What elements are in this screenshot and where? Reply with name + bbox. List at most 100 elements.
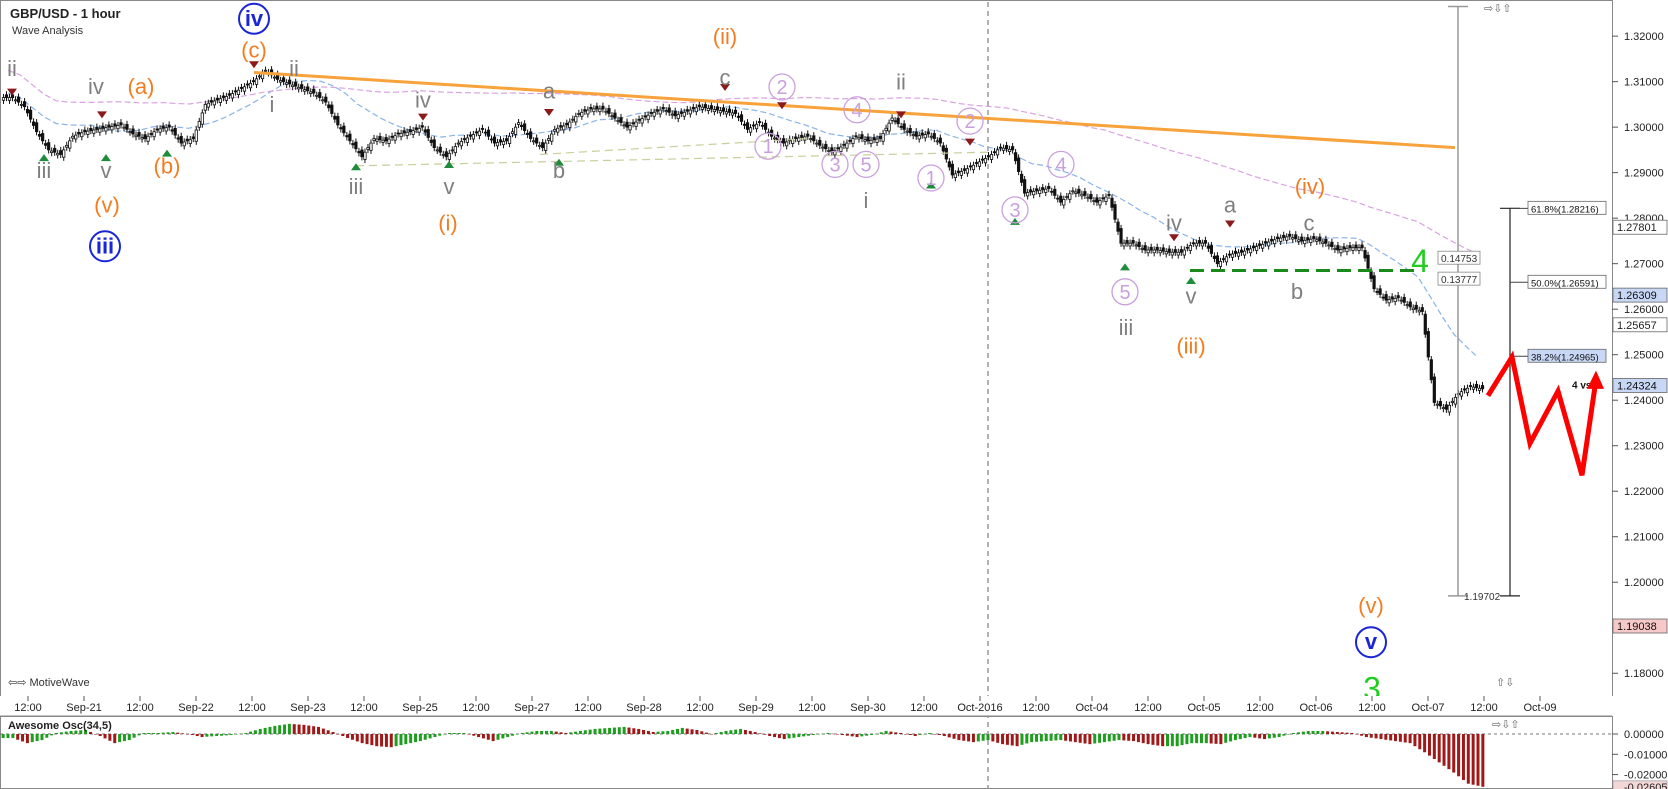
candle-body bbox=[559, 125, 563, 128]
osc-bar bbox=[1064, 734, 1068, 741]
candle-body bbox=[185, 138, 189, 142]
candle-body bbox=[700, 106, 704, 110]
osc-bar bbox=[777, 734, 781, 739]
osc-bar bbox=[1403, 734, 1407, 743]
osc-bar bbox=[802, 734, 806, 737]
candle-body bbox=[1339, 249, 1343, 254]
candle-body bbox=[164, 127, 168, 132]
candle-body bbox=[146, 135, 150, 142]
osc-bar bbox=[1073, 734, 1077, 743]
candle-body bbox=[327, 104, 331, 109]
candle-body bbox=[800, 134, 804, 138]
osc-bar bbox=[923, 734, 927, 735]
candle-body bbox=[1254, 246, 1259, 251]
candle-body bbox=[842, 143, 846, 146]
candle-body bbox=[1011, 146, 1015, 151]
candle-body bbox=[1128, 242, 1132, 247]
x-tick-label: 12:00 bbox=[1134, 702, 1162, 714]
moving-averages bbox=[7, 69, 1479, 358]
osc-bar bbox=[171, 731, 175, 734]
osc-bar bbox=[942, 734, 946, 737]
osc-bar bbox=[714, 732, 718, 734]
candle-body bbox=[568, 121, 572, 129]
candle-body bbox=[1330, 241, 1334, 248]
candle-body bbox=[637, 118, 641, 121]
candle-body bbox=[1354, 244, 1358, 249]
osc-bar bbox=[1272, 734, 1276, 738]
candle-body bbox=[1062, 198, 1066, 206]
candle-body bbox=[1137, 241, 1141, 248]
candle-body bbox=[532, 140, 536, 143]
candle-body bbox=[279, 80, 283, 83]
candle-body bbox=[38, 134, 42, 137]
osc-bar bbox=[1054, 734, 1058, 741]
osc-bar bbox=[651, 731, 655, 734]
candle-body bbox=[640, 118, 644, 124]
candle-body bbox=[324, 96, 328, 103]
candle-body bbox=[1345, 247, 1349, 253]
osc-bar bbox=[1214, 734, 1218, 744]
candle-body bbox=[646, 114, 650, 121]
candle-body bbox=[1405, 304, 1409, 307]
candle-body bbox=[962, 168, 967, 171]
wave-label: i bbox=[864, 188, 869, 213]
candle-body bbox=[1315, 239, 1319, 242]
osc-bar bbox=[690, 729, 694, 734]
candle-body bbox=[438, 146, 442, 153]
candle-body bbox=[1065, 196, 1069, 198]
candle-body bbox=[1348, 245, 1352, 249]
osc-bar bbox=[962, 734, 966, 741]
candle-body bbox=[1155, 246, 1159, 251]
price-tag-label: 1.24324 bbox=[1617, 380, 1657, 392]
candle-body bbox=[1110, 197, 1114, 208]
candle-body bbox=[905, 130, 909, 133]
osc-controls[interactable]: ⇨⇩⇧ bbox=[1492, 719, 1520, 731]
candle-body bbox=[965, 168, 970, 174]
panel-controls[interactable]: ⇨⇩⇧ bbox=[1484, 3, 1512, 15]
osc-bar bbox=[384, 734, 388, 747]
candle-body bbox=[556, 127, 560, 133]
candle-body bbox=[586, 109, 590, 115]
osc-bar bbox=[30, 734, 34, 743]
nav-arrows-icon[interactable]: ⇦⇨ bbox=[8, 677, 27, 689]
osc-bar bbox=[957, 734, 961, 741]
candle-body bbox=[1188, 245, 1192, 251]
candle-body bbox=[1158, 250, 1162, 254]
study-name: Wave Analysis bbox=[12, 25, 84, 37]
candle-body bbox=[1300, 236, 1304, 242]
osc-bar bbox=[1379, 734, 1383, 740]
x-tick-label: Sep-28 bbox=[626, 702, 661, 714]
wave-label: ii bbox=[7, 56, 17, 81]
wave-label: iii bbox=[37, 158, 52, 183]
zoom-arrows-icon[interactable]: ⇧⇩ bbox=[1496, 677, 1515, 689]
candle-body bbox=[92, 129, 96, 134]
pivot-marker bbox=[896, 111, 906, 119]
candle-body bbox=[733, 109, 738, 114]
fib-level-box bbox=[1527, 274, 1607, 289]
candle-body bbox=[1197, 240, 1201, 244]
osc-bar bbox=[64, 731, 68, 734]
candle-body bbox=[1459, 391, 1464, 397]
candle-body bbox=[294, 81, 298, 87]
osc-bar bbox=[763, 734, 767, 735]
candle-body bbox=[1393, 297, 1397, 303]
candle-body bbox=[670, 113, 674, 116]
candle-body bbox=[1233, 250, 1238, 254]
x-tick-label: 12:00 bbox=[14, 702, 42, 714]
osc-bar bbox=[904, 734, 908, 735]
candle-body bbox=[321, 99, 325, 102]
osc-bar bbox=[195, 734, 199, 737]
wave-label: iii bbox=[1119, 315, 1134, 340]
wave-label-circle bbox=[956, 107, 984, 135]
candle-body bbox=[417, 127, 421, 133]
candle-body bbox=[291, 84, 295, 88]
candle-body bbox=[53, 147, 57, 153]
osc-bar bbox=[1427, 734, 1431, 756]
pivot-marker bbox=[1186, 277, 1196, 285]
osc-bar bbox=[1088, 734, 1092, 745]
candle-body bbox=[1176, 251, 1180, 256]
measure-value: 0.13777 bbox=[1441, 275, 1478, 286]
wave-label: (ii) bbox=[713, 24, 737, 49]
candle-body bbox=[1387, 299, 1391, 304]
